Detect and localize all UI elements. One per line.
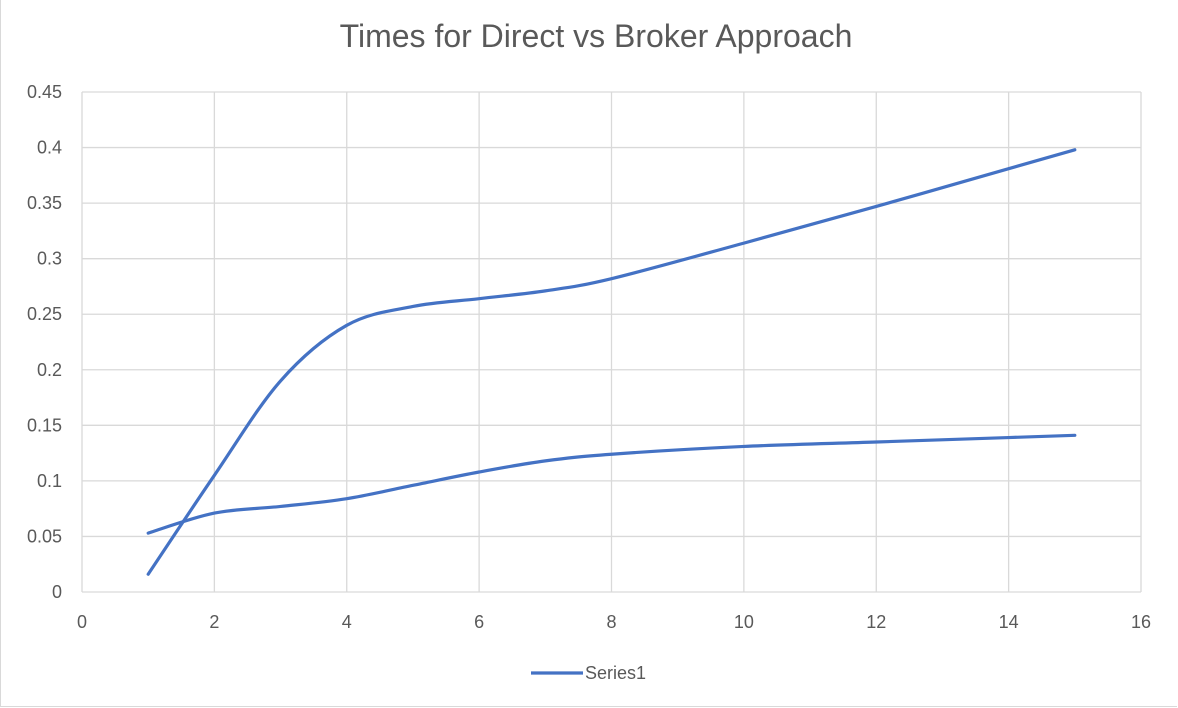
series-line-2: [146, 433, 1077, 535]
y-tick-label: 0.15: [27, 415, 62, 435]
y-tick-label: 0.05: [27, 526, 62, 546]
y-axis-ticks: 0 0.05 0.1 0.15 0.2 0.25 0.3 0.35 0.4 0.45: [27, 82, 62, 602]
y-tick-label: 0.25: [27, 304, 62, 324]
y-tick-label: 0.4: [37, 138, 62, 158]
series-line-1: [146, 148, 1077, 576]
x-tick-label: 10: [734, 612, 754, 632]
y-tick-label: 0.1: [37, 471, 62, 491]
gridlines: [81, 91, 1142, 593]
x-tick-label: 2: [209, 612, 219, 632]
x-tick-label: 8: [606, 612, 616, 632]
x-axis-ticks: 0 2 4 6 8 10 12 14 16: [77, 612, 1151, 632]
y-tick-label: 0.45: [27, 82, 62, 102]
x-tick-label: 6: [474, 612, 484, 632]
x-tick-label: 14: [999, 612, 1019, 632]
legend-label: Series1: [585, 663, 646, 683]
y-tick-label: 0.35: [27, 193, 62, 213]
x-tick-label: 4: [342, 612, 352, 632]
x-tick-label: 0: [77, 612, 87, 632]
plot-area: [146, 148, 1077, 576]
chart-title: Times for Direct vs Broker Approach: [340, 18, 853, 54]
legend: Series1: [531, 663, 646, 683]
y-tick-label: 0.2: [37, 360, 62, 380]
x-tick-label: 16: [1131, 612, 1151, 632]
x-tick-label: 12: [866, 612, 886, 632]
y-tick-label: 0: [52, 582, 62, 602]
y-tick-label: 0.3: [37, 249, 62, 269]
